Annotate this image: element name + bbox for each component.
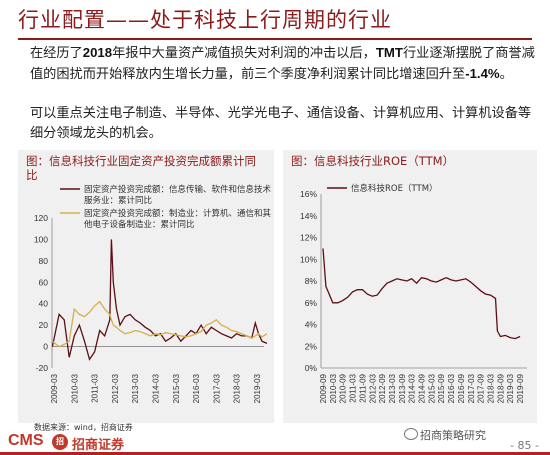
x-tick-label: 2010-03	[70, 373, 79, 403]
focus-paragraph: 可以重点关注电子制造、半导体、光学光电子、通信设备、计算机应用、计算机设备等细分…	[30, 106, 532, 141]
x-tick-label: 2014-03	[408, 373, 417, 403]
wechat-icon	[404, 428, 418, 440]
y-tick-label: 8%	[305, 276, 318, 286]
x-tick-label: 2011-03	[349, 373, 358, 402]
x-tick-label: 2018-03	[233, 373, 242, 403]
company-name: 招商证券	[72, 438, 125, 453]
para1-year: 2018	[82, 45, 113, 60]
x-tick-label: 2019-03	[253, 373, 262, 403]
x-tick-label: 2012-03	[368, 373, 377, 403]
x-tick-label: 2014-03	[151, 373, 160, 403]
left-chart-svg: -20 0 20 40 60 80 100 120 2009-03 2010-03 2011-03 2…	[34, 184, 272, 403]
legend-label: 固定资产投资完成额：制造业：计算机、通信和其	[84, 208, 272, 219]
legend-label: 服务业：累计同比	[84, 195, 152, 206]
x-tick-label: 2013-03	[388, 373, 397, 403]
legend-label: 信息科技ROE（TTM）	[351, 183, 438, 194]
right-chart-svg: 0% 2% 4% 6% 8% 10% 12% 14% 16% 2009-09 2010-03 2010…	[300, 183, 527, 403]
y-tick-label: 10%	[300, 254, 317, 264]
para1-post: 行业逐渐摆脱了商誉减值的困扰而开始释放内生增长力量，前三个季度净利润累计同比增速…	[30, 46, 535, 82]
para1-value: -1.4%	[465, 66, 500, 81]
x-tick-label: 2013-09	[398, 373, 407, 403]
page-number: - 85 -	[510, 439, 539, 452]
x-tick-label: 2017-03	[212, 373, 221, 403]
series-line	[322, 248, 521, 340]
y-tick-label: 14%	[300, 211, 317, 221]
x-tick-label: 2011-09	[358, 373, 367, 402]
series-line	[51, 239, 268, 361]
y-tick-label: 2%	[305, 341, 318, 351]
right-chart-title: 图：信息科技行业ROE（TTM）	[291, 154, 455, 168]
x-tick-label: 2016-09	[457, 373, 466, 403]
x-tick-label: 2012-03	[111, 373, 120, 403]
para1-tmt: TMT	[375, 45, 403, 60]
x-tick-label: 2010-09	[339, 373, 348, 403]
x-tick-label: 2009-03	[50, 373, 59, 403]
left-chart-panel: 图：信息科技行业固定资产投资完成额累计同比 -20 0 20 40 60 80 100 120…	[18, 150, 274, 423]
x-tick-label: 2017-09	[477, 373, 486, 403]
y-tick-label: 120	[34, 213, 48, 223]
summary-paragraph: 在经历了2018年报中大量资产减值损失对利润的冲击以后，TMT行业逐渐摆脱了商誉…	[30, 43, 540, 85]
data-source-note: 数据来源：wind，招商证券	[34, 423, 133, 432]
x-tick-label: 2011-03	[91, 373, 100, 402]
x-tick-label: 2013-03	[131, 373, 140, 403]
para1-pre: 在经历了	[30, 46, 83, 61]
y-tick-label: 0	[43, 342, 48, 352]
y-tick-label: 100	[34, 234, 48, 244]
x-tick-label: 2016-03	[192, 373, 201, 403]
x-tick-label: 2018-03	[487, 373, 496, 403]
y-tick-label: 0%	[305, 363, 318, 373]
cms-logo-badge: 招	[52, 434, 68, 450]
x-tick-label: 2018-09	[496, 373, 505, 403]
x-tick-label: 2016-03	[447, 373, 456, 403]
para1-mid: 年报中大量资产减值损失对利润的冲击以后，	[112, 46, 376, 61]
x-tick-label: 2019-09	[516, 373, 525, 403]
legend-label: 固定资产投资完成额：信息传输、软件和信息技术	[84, 184, 272, 195]
legend-label: 他电子设备制造业：累计同比	[84, 219, 195, 230]
right-chart-panel: 图：信息科技行业ROE（TTM） 0% 2% 4% 6% 8% 10% 12% 14% 16% 2…	[283, 150, 537, 423]
y-tick-label: 6%	[305, 298, 318, 308]
x-tick-label: 2019-03	[506, 373, 515, 403]
cms-logo: CMS	[8, 432, 44, 449]
x-tick-label: 2010-03	[329, 373, 338, 403]
x-tick-label: 2015-09	[437, 373, 446, 403]
wechat-account: 招商策略研究	[420, 429, 486, 442]
y-tick-label: 20	[39, 320, 49, 330]
left-chart-title: 图：信息科技行业固定资产投资完成额累计同比	[26, 154, 256, 182]
x-tick-label: 2015-03	[172, 373, 181, 403]
y-tick-label: 60	[39, 277, 49, 287]
x-tick-label: 2015-03	[427, 373, 436, 403]
y-tick-label: 40	[39, 299, 49, 309]
footer-rule	[0, 452, 550, 455]
y-tick-label: 4%	[305, 320, 318, 330]
x-tick-label: 2017-03	[467, 373, 476, 403]
para1-end: 。	[499, 67, 513, 82]
y-tick-label: 12%	[300, 233, 317, 243]
x-tick-label: 2014-09	[418, 373, 427, 403]
title-divider	[18, 38, 532, 40]
y-tick-label: 16%	[300, 189, 317, 199]
series-line	[51, 300, 268, 348]
x-tick-label: 2012-09	[378, 373, 387, 403]
y-tick-label: 80	[39, 256, 49, 266]
y-tick-label: -20	[36, 363, 49, 373]
page-title: 行业配置——处于科技上行周期的行业	[18, 8, 392, 32]
x-tick-label: 2009-09	[319, 373, 328, 403]
